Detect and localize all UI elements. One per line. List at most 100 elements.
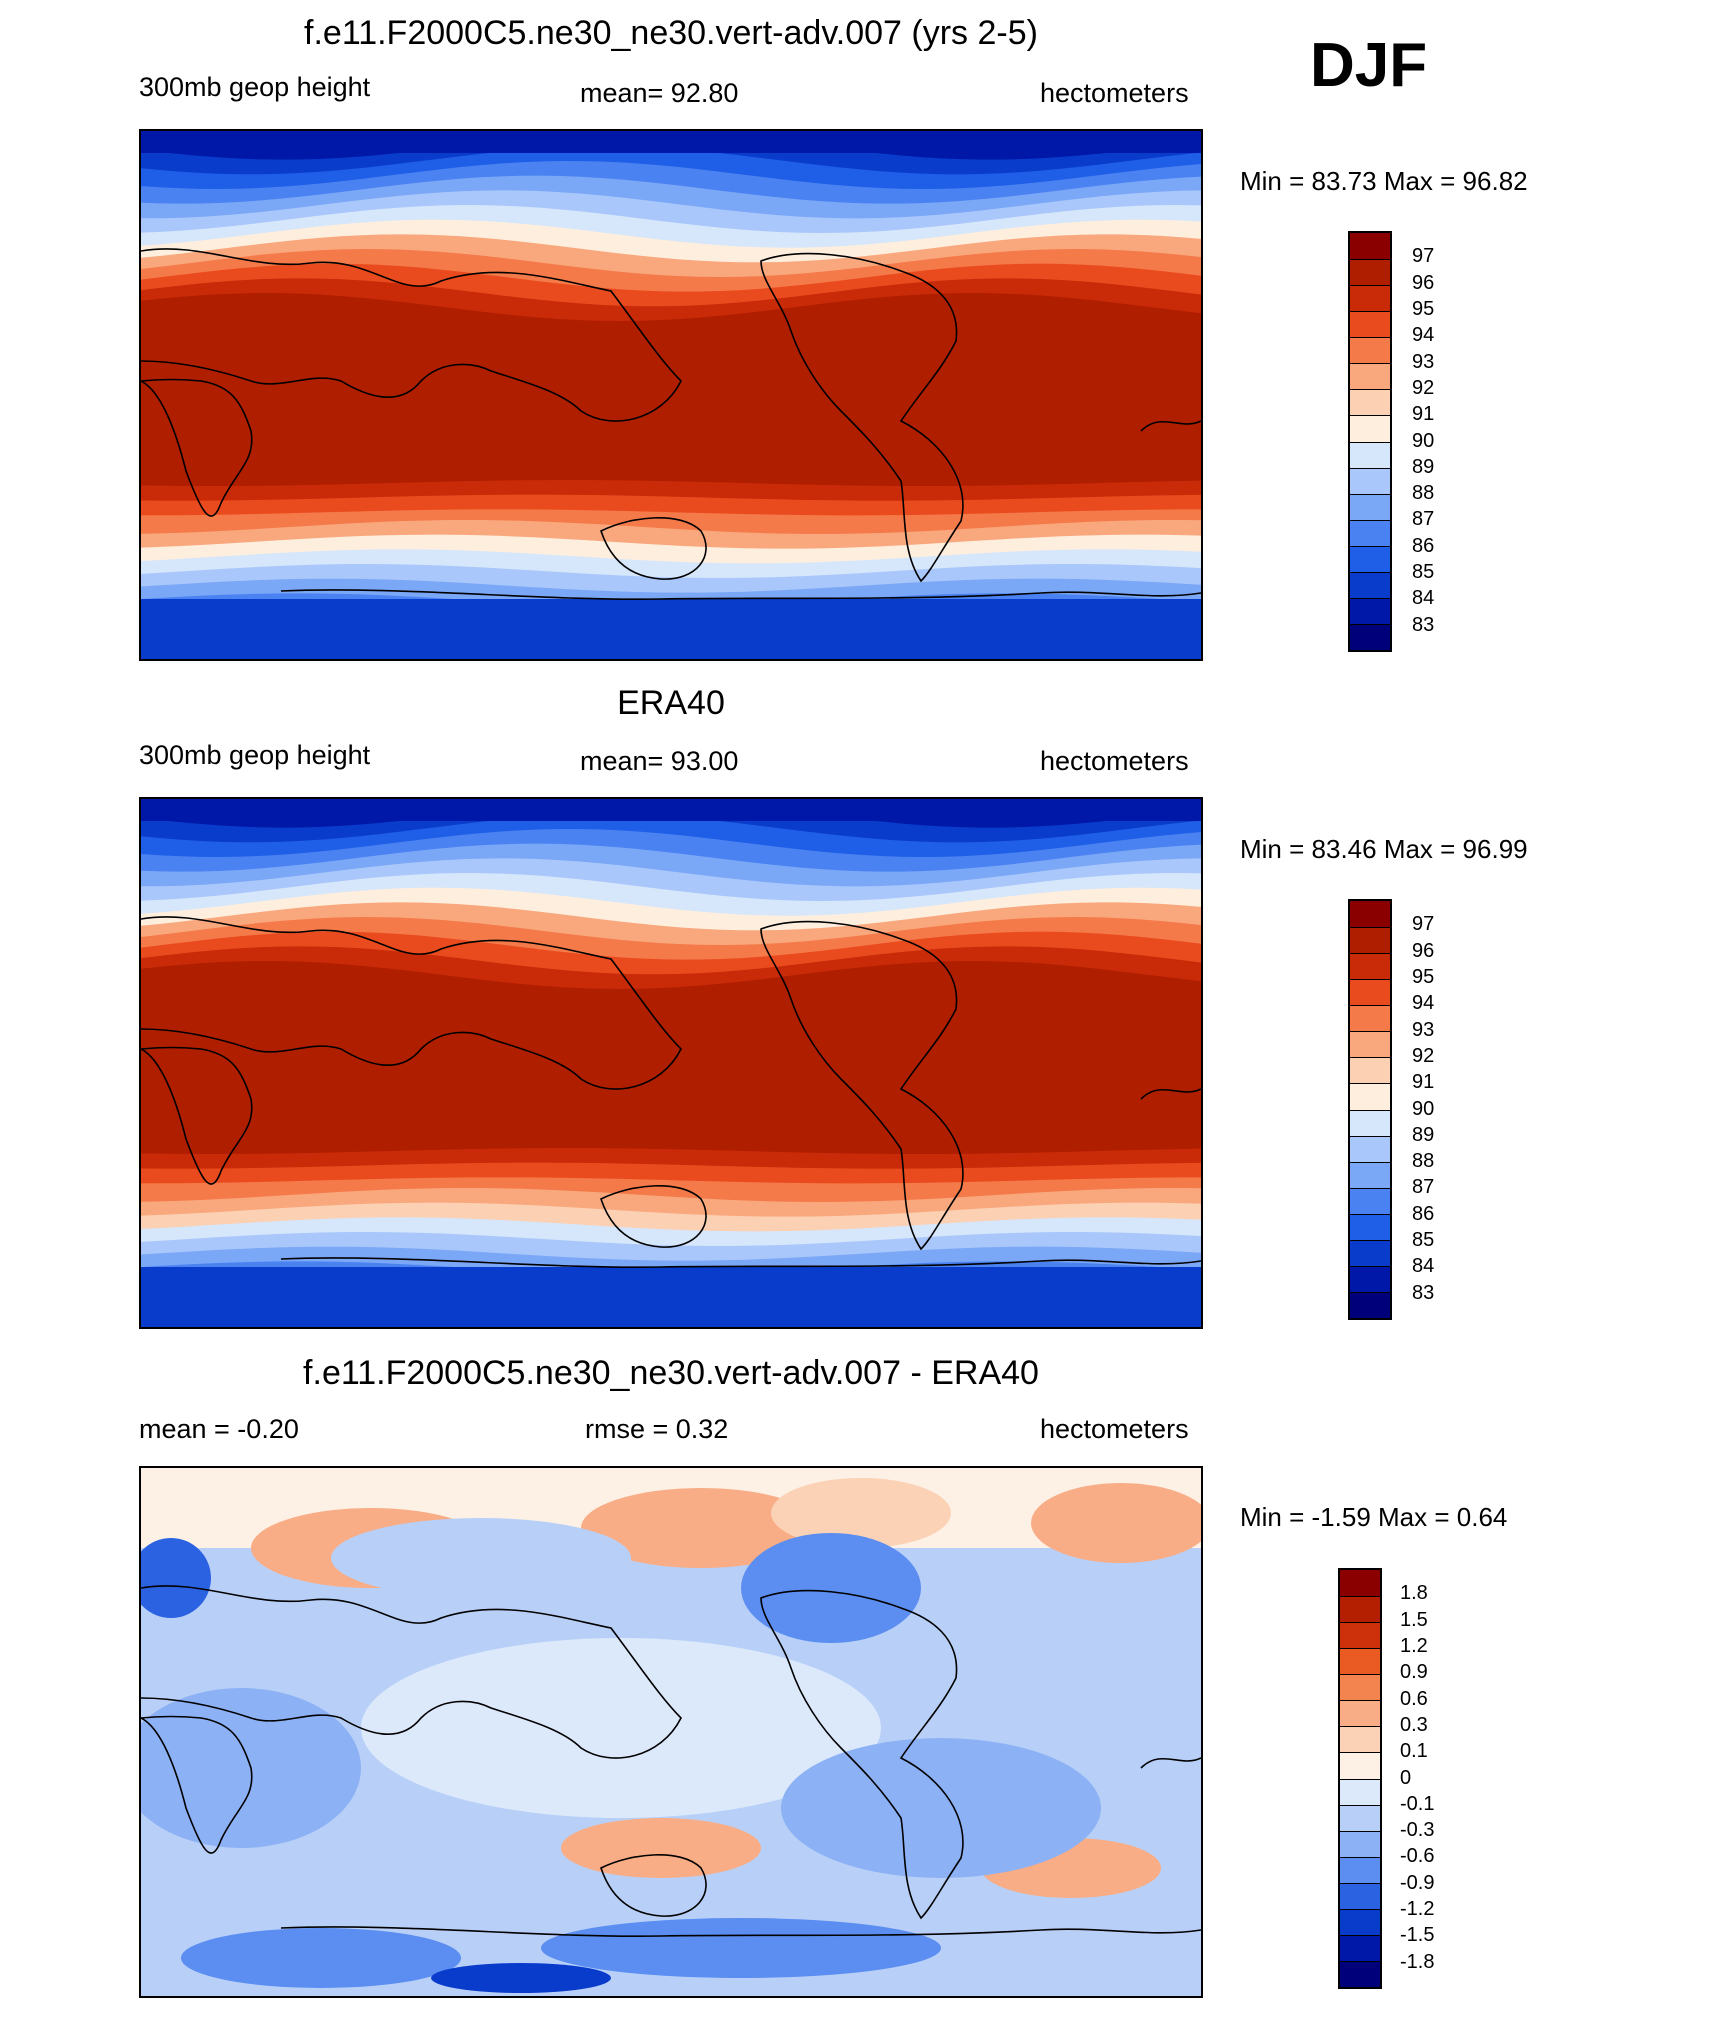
colorbar-label: 94 (1412, 324, 1435, 347)
contour-region (561, 1818, 761, 1878)
colorbar-cell (1350, 1005, 1390, 1032)
colorbar-label: 86 (1412, 1202, 1435, 1225)
colorbar-cell (1350, 311, 1390, 338)
coastline (600, 1854, 707, 1917)
colorbar-cell (1340, 1674, 1380, 1701)
colorbar-label: 0.9 (1400, 1661, 1428, 1684)
contour-region (781, 1738, 1101, 1878)
colorbar-label: 84 (1412, 587, 1435, 610)
colorbar-cell (1350, 363, 1390, 390)
colorbar-cell (1350, 233, 1390, 260)
map-era40 (139, 797, 1203, 1329)
colorbar-label: 83 (1412, 613, 1435, 636)
colorbar-cell (1350, 1083, 1390, 1110)
coastline (280, 1926, 1201, 1937)
contour-band (141, 599, 1201, 659)
colorbar-cell (1350, 623, 1390, 650)
colorbar-cell (1350, 1265, 1390, 1292)
colorbar-cell (1350, 285, 1390, 312)
colorbar-cell (1350, 337, 1390, 364)
colorbar-cell (1350, 571, 1390, 598)
colorbar-cell (1350, 1031, 1390, 1058)
coastline (141, 1046, 253, 1185)
colorbar-label: 83 (1412, 1281, 1435, 1304)
panel-left-label: 300mb geop height (139, 72, 371, 102)
coastline (141, 916, 682, 1090)
coastline (600, 517, 707, 580)
colorbar-cell (1350, 467, 1390, 494)
contour-region (361, 1638, 881, 1818)
colorbar-cell (1350, 1109, 1390, 1136)
colorbar-cell (1350, 415, 1390, 442)
colorbar-label: 0 (1400, 1766, 1412, 1789)
coastline (600, 1185, 707, 1248)
coastline (141, 1585, 682, 1759)
coastline (141, 378, 253, 517)
colorbar-cell (1340, 1804, 1380, 1831)
panel-units-label: hectometers (1040, 1414, 1189, 1444)
contour-region (771, 1478, 951, 1548)
colorbar-label: 87 (1412, 508, 1435, 531)
colorbar-label: 97 (1412, 245, 1435, 268)
panel-minmax-label: Min = 83.46 Max = 96.99 (1240, 834, 1528, 864)
map-model (139, 129, 1203, 661)
map-difference (139, 1466, 1203, 1998)
colorbar-cell (1340, 1726, 1380, 1753)
colorbar-label: 92 (1412, 376, 1435, 399)
contour-region (741, 1533, 921, 1643)
colorbar-label: 0.6 (1400, 1687, 1428, 1710)
colorbar-label: 89 (1412, 455, 1435, 478)
coastlines (141, 1585, 1201, 1937)
coastline (280, 1257, 1201, 1268)
panel-units-label: hectometers (1040, 78, 1189, 108)
colorbar-label: -1.8 (1400, 1950, 1435, 1973)
colorbar-label: 1.2 (1400, 1634, 1428, 1657)
colorbar-cell (1340, 1648, 1380, 1675)
panel-title: ERA40 (617, 684, 725, 722)
coastline (1140, 1088, 1201, 1100)
colorbar-cell (1340, 1700, 1380, 1727)
colorbar-cell (1340, 1622, 1380, 1649)
colorbar-label: 88 (1412, 1150, 1435, 1173)
coastline (280, 589, 1201, 600)
contour-band (141, 1267, 1201, 1327)
colorbar-label: -0.3 (1400, 1819, 1435, 1842)
colorbar-cell (1340, 1960, 1380, 1987)
colorbar-label: 96 (1412, 271, 1435, 294)
contour-region (581, 1488, 821, 1568)
colorbar-cell (1340, 1778, 1380, 1805)
colorbar-cell (1350, 1239, 1390, 1266)
map-model-svg (141, 131, 1201, 659)
colorbar-cell (1350, 953, 1390, 980)
colorbar-label: 87 (1412, 1176, 1435, 1199)
colorbar-cell (1350, 1057, 1390, 1084)
colorbar-cell (1350, 1161, 1390, 1188)
colorbar-label: -1.5 (1400, 1924, 1435, 1947)
colorbar-label: -1.2 (1400, 1898, 1435, 1921)
panel-minmax-label: Min = -1.59 Max = 0.64 (1240, 1502, 1508, 1532)
colorbar-cell (1350, 493, 1390, 520)
colorbar-label: 90 (1412, 429, 1435, 452)
coastline (141, 248, 682, 422)
colorbar-label: 0.3 (1400, 1713, 1428, 1736)
colorbar-label: 93 (1412, 350, 1435, 373)
panel-minmax-label: Min = 83.73 Max = 96.82 (1240, 166, 1528, 196)
coastline (760, 1589, 964, 1920)
colorbar-cell (1350, 1213, 1390, 1240)
colorbar-cell (1350, 927, 1390, 954)
coastlines (141, 248, 1201, 600)
contour-band (141, 131, 1201, 153)
coastline (760, 252, 964, 583)
colorbar-label: -0.1 (1400, 1792, 1435, 1815)
colorbar-cell (1350, 389, 1390, 416)
contour-band (141, 799, 1201, 821)
colorbar-difference (1338, 1568, 1382, 1989)
colorbar-label: 84 (1412, 1255, 1435, 1278)
colorbar-label: 85 (1412, 1229, 1435, 1252)
colorbar-label: -0.6 (1400, 1845, 1435, 1868)
contour-region (331, 1518, 631, 1598)
colorbar-cell (1340, 1752, 1380, 1779)
colorbar-cell (1340, 1934, 1380, 1961)
colorbar-cell (1350, 1187, 1390, 1214)
coastline (1140, 1757, 1201, 1769)
